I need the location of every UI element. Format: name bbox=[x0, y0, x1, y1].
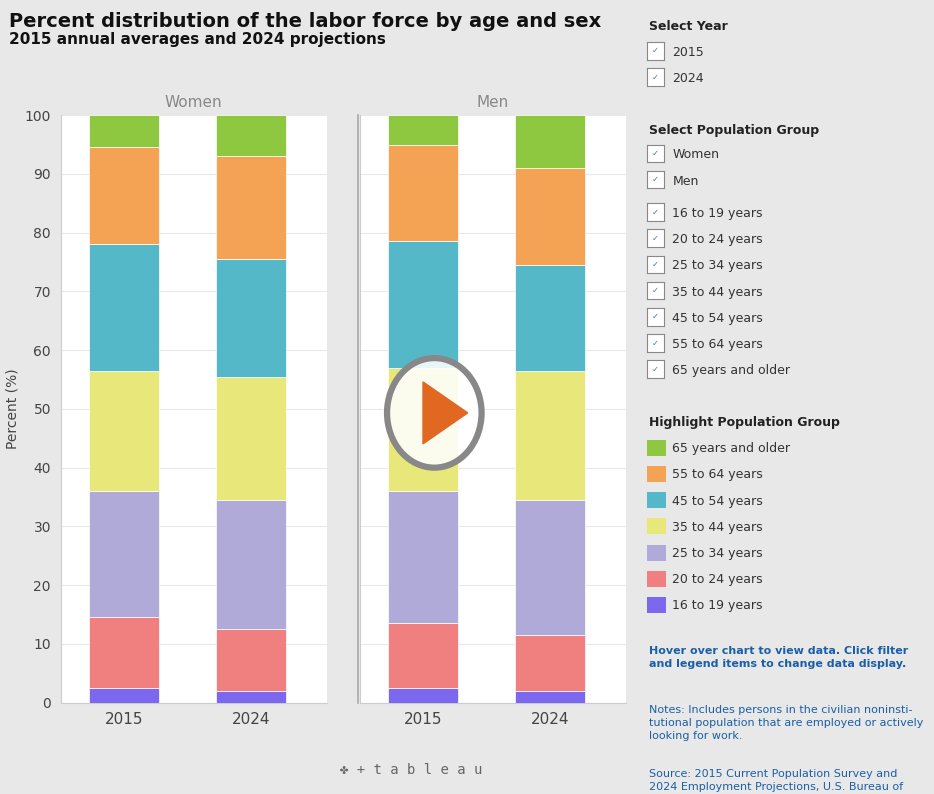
Text: 35 to 44 years: 35 to 44 years bbox=[672, 286, 763, 299]
Bar bbox=[90, 148, 159, 245]
Text: 25 to 34 years: 25 to 34 years bbox=[672, 547, 763, 560]
Bar bbox=[90, 618, 159, 688]
Text: 65 years and older: 65 years and older bbox=[672, 442, 790, 455]
Text: 45 to 54 years: 45 to 54 years bbox=[672, 495, 763, 507]
Bar bbox=[216, 629, 286, 691]
Bar bbox=[90, 688, 159, 703]
Text: ✤ + t a b l e a u: ✤ + t a b l e a u bbox=[340, 763, 482, 777]
Bar bbox=[216, 500, 286, 629]
Y-axis label: Percent (%): Percent (%) bbox=[5, 368, 19, 449]
Bar bbox=[515, 115, 585, 168]
Text: Notes: Includes persons in the civilian noninsti-
tutional population that are e: Notes: Includes persons in the civilian … bbox=[649, 705, 924, 742]
Text: 25 to 34 years: 25 to 34 years bbox=[672, 260, 763, 272]
Text: ✓: ✓ bbox=[652, 260, 659, 269]
Bar bbox=[90, 371, 159, 491]
Circle shape bbox=[389, 360, 479, 465]
Bar bbox=[90, 115, 159, 148]
Text: Percent distribution of the labor force by age and sex: Percent distribution of the labor force … bbox=[9, 12, 601, 31]
Bar bbox=[515, 265, 585, 371]
Bar bbox=[389, 115, 458, 145]
Text: 16 to 19 years: 16 to 19 years bbox=[672, 599, 763, 612]
Text: ✓: ✓ bbox=[652, 148, 659, 158]
Text: 55 to 64 years: 55 to 64 years bbox=[672, 468, 763, 481]
Text: ✓: ✓ bbox=[652, 286, 659, 295]
Bar bbox=[389, 241, 458, 368]
Text: ✓: ✓ bbox=[652, 338, 659, 348]
Text: 2024: 2024 bbox=[672, 72, 704, 85]
Text: Source: 2015 Current Population Survey and
2024 Employment Projections, U.S. Bur: Source: 2015 Current Population Survey a… bbox=[649, 769, 903, 794]
Bar bbox=[216, 156, 286, 259]
Text: 45 to 54 years: 45 to 54 years bbox=[672, 312, 763, 325]
Text: ✓: ✓ bbox=[652, 312, 659, 322]
Bar bbox=[216, 115, 286, 156]
Text: 65 years and older: 65 years and older bbox=[672, 364, 790, 377]
Text: Men: Men bbox=[672, 175, 699, 187]
Bar bbox=[90, 245, 159, 371]
Bar bbox=[515, 635, 585, 691]
Bar bbox=[216, 259, 286, 376]
Text: 20 to 24 years: 20 to 24 years bbox=[672, 233, 763, 246]
Text: Select Population Group: Select Population Group bbox=[649, 124, 819, 137]
Bar bbox=[90, 491, 159, 618]
Text: ✓: ✓ bbox=[652, 233, 659, 243]
Text: ✓: ✓ bbox=[652, 364, 659, 374]
Text: Select Year: Select Year bbox=[649, 20, 728, 33]
Title: Men: Men bbox=[476, 94, 509, 110]
Text: Hover over chart to view data. Click filter
and legend items to change data disp: Hover over chart to view data. Click fil… bbox=[649, 646, 909, 669]
Bar bbox=[389, 623, 458, 688]
Text: Highlight Population Group: Highlight Population Group bbox=[649, 416, 840, 429]
Text: ✓: ✓ bbox=[652, 46, 659, 56]
Text: ✓: ✓ bbox=[652, 72, 659, 82]
Text: Women: Women bbox=[672, 148, 719, 161]
Text: 20 to 24 years: 20 to 24 years bbox=[672, 573, 763, 586]
Bar bbox=[515, 500, 585, 635]
Bar bbox=[216, 376, 286, 500]
Polygon shape bbox=[423, 382, 468, 444]
Text: 2015 annual averages and 2024 projections: 2015 annual averages and 2024 projection… bbox=[9, 32, 387, 47]
Bar bbox=[389, 145, 458, 241]
Bar bbox=[515, 168, 585, 265]
Text: 35 to 44 years: 35 to 44 years bbox=[672, 521, 763, 534]
Bar bbox=[515, 691, 585, 703]
Bar bbox=[389, 491, 458, 623]
Text: 2015: 2015 bbox=[672, 46, 704, 59]
Bar bbox=[389, 368, 458, 491]
Bar bbox=[389, 688, 458, 703]
Text: ✓: ✓ bbox=[652, 175, 659, 184]
Bar bbox=[515, 371, 585, 500]
Bar bbox=[216, 691, 286, 703]
Text: 55 to 64 years: 55 to 64 years bbox=[672, 338, 763, 351]
Text: ✓: ✓ bbox=[652, 207, 659, 217]
Text: 16 to 19 years: 16 to 19 years bbox=[672, 207, 763, 220]
Title: Women: Women bbox=[165, 94, 222, 110]
